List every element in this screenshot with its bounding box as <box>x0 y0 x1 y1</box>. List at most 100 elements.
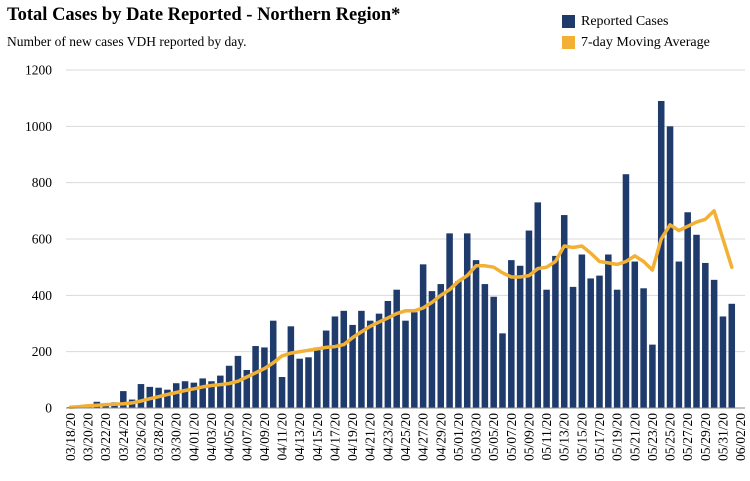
bar <box>305 357 312 408</box>
bar <box>516 265 524 408</box>
bar <box>631 261 639 408</box>
bar <box>411 312 418 408</box>
bar <box>463 233 471 408</box>
bar <box>164 389 171 408</box>
bar <box>640 288 647 408</box>
bar <box>578 254 586 408</box>
x-axis: 03/18/20 03/20/20 03/22/20 03/24/20 03/26/20… <box>63 407 748 461</box>
bar <box>252 346 259 408</box>
x-tick-label: 03/18/20 <box>63 413 78 461</box>
bar <box>199 378 206 408</box>
x-tick-label: 03/28/20 <box>151 413 166 461</box>
bar <box>402 320 409 408</box>
bar <box>560 215 568 408</box>
bar <box>552 255 559 408</box>
x-tick-label: 05/01/20 <box>451 413 466 461</box>
x-tick-label: 04/05/20 <box>222 413 237 461</box>
x-tick-label: 05/13/20 <box>557 413 572 461</box>
bar <box>490 296 497 408</box>
x-tick-label: 04/17/20 <box>327 413 342 461</box>
x-tick-label: 05/23/20 <box>645 413 660 461</box>
bar <box>278 377 286 408</box>
x-tick-label: 04/03/20 <box>204 413 219 461</box>
legend-item-reported-cases: Reported Cases <box>562 11 710 32</box>
moving-average-line <box>68 209 734 409</box>
bar <box>366 320 374 408</box>
bar <box>587 278 594 408</box>
bar <box>172 383 180 408</box>
bar <box>314 347 321 408</box>
x-tick-label: 04/13/20 <box>292 413 307 461</box>
bar <box>684 212 691 408</box>
y-tick-label: 0 <box>45 401 52 416</box>
bar <box>508 260 515 408</box>
x-tick-label: 03/22/20 <box>98 413 113 461</box>
x-tick-label: 04/09/20 <box>257 413 272 461</box>
bar <box>543 289 550 408</box>
bar <box>499 333 506 408</box>
x-tick-label: 04/29/20 <box>433 413 448 461</box>
bar <box>613 289 621 408</box>
bar <box>384 300 392 408</box>
x-tick-label: 04/07/20 <box>239 413 254 461</box>
legend-swatch-reported-cases <box>562 15 575 28</box>
bar <box>375 313 383 408</box>
bar <box>666 126 674 408</box>
bar <box>622 174 630 408</box>
bar <box>243 369 251 408</box>
x-tick-label: 04/11/20 <box>275 413 290 461</box>
bar <box>472 260 480 408</box>
bar <box>455 281 462 408</box>
chart-title: Total Cases by Date Reported - Northern … <box>7 5 401 25</box>
x-tick-label: 05/07/20 <box>504 413 519 461</box>
bar <box>331 316 339 408</box>
bar <box>437 284 445 408</box>
y-tick-label: 1200 <box>25 63 52 78</box>
y-tick-label: 600 <box>32 232 53 247</box>
x-tick-label: 05/21/20 <box>627 413 642 461</box>
bar <box>657 100 665 408</box>
x-tick-label: 04/15/20 <box>310 413 325 461</box>
x-tick-label: 04/27/20 <box>416 413 431 461</box>
bar <box>605 254 612 408</box>
y-tick-label: 200 <box>32 344 53 359</box>
bar <box>710 279 718 408</box>
x-tick-label: 04/01/20 <box>186 413 201 461</box>
y-axis: 0 200 400 600 800 1000 1200 <box>25 63 52 416</box>
x-tick-label: 04/25/20 <box>398 413 413 461</box>
x-tick-label: 05/31/20 <box>715 413 730 461</box>
line-series <box>68 209 734 409</box>
x-tick-label: 04/21/20 <box>363 413 378 461</box>
bar <box>225 365 233 408</box>
legend-label-moving-average: 7-day Moving Average <box>581 34 710 50</box>
bar <box>349 324 356 408</box>
bar <box>190 382 198 408</box>
bar <box>287 326 295 408</box>
bar <box>728 303 736 408</box>
x-tick-label: 04/19/20 <box>345 413 360 461</box>
x-tick-label: 05/11/20 <box>539 413 554 461</box>
x-tick-label: 05/25/20 <box>663 413 678 461</box>
legend-swatch-moving-average <box>562 36 575 49</box>
bar <box>419 264 427 408</box>
bar-series <box>67 100 736 408</box>
bar <box>137 384 145 408</box>
legend-item-moving-average: 7-day Moving Average <box>562 32 710 53</box>
x-tick-label: 03/30/20 <box>169 413 184 461</box>
bar <box>181 381 189 408</box>
legend: Reported Cases 7-day Moving Average <box>562 11 710 53</box>
bar <box>261 347 268 408</box>
legend-label-reported-cases: Reported Cases <box>581 13 669 29</box>
bar <box>120 391 127 408</box>
x-tick-label: 03/24/20 <box>116 413 131 461</box>
bar <box>649 344 656 408</box>
bar <box>569 286 577 408</box>
x-tick-label: 04/23/20 <box>380 413 395 461</box>
x-tick-label: 05/19/20 <box>610 413 625 461</box>
bar <box>322 330 330 408</box>
bar <box>719 316 727 408</box>
bar <box>296 358 303 408</box>
y-tick-label: 800 <box>32 175 53 190</box>
bar <box>446 233 453 408</box>
